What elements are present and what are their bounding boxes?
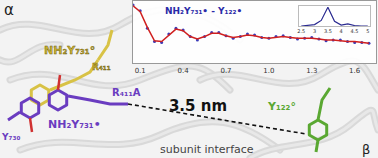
svg-text:NH₂Y₇₃₁•: NH₂Y₇₃₁• (48, 118, 101, 131)
svg-text:5: 5 (366, 28, 369, 34)
svg-text:0.1: 0.1 (135, 67, 146, 75)
svg-text:NH₂Y₇₃₁°: NH₂Y₇₃₁° (44, 44, 95, 57)
svg-text:α: α (4, 1, 14, 19)
svg-text:1.3: 1.3 (306, 67, 317, 75)
svg-text:Y₇₃₀: Y₇₃₀ (1, 132, 20, 142)
svg-text:R₄₁₁A: R₄₁₁A (112, 87, 141, 98)
svg-text:3: 3 (313, 28, 316, 34)
svg-text:3.5 nm: 3.5 nm (169, 97, 227, 115)
svg-text:R₄₁₁: R₄₁₁ (92, 62, 111, 72)
svg-text:0.4: 0.4 (178, 67, 190, 75)
svg-text:β: β (362, 142, 370, 157)
svg-text:subunit interface: subunit interface (160, 143, 254, 156)
svg-text:1.6: 1.6 (349, 67, 361, 75)
svg-text:Y₁₂₂°: Y₁₂₂° (267, 100, 296, 113)
svg-text:2.5: 2.5 (297, 28, 305, 34)
svg-text:1.0: 1.0 (263, 67, 274, 75)
svg-text:3.5: 3.5 (324, 28, 332, 34)
svg-text:NH₂Y₇₃₁• - Y₁₂₂•: NH₂Y₇₃₁• - Y₁₂₂• (165, 6, 242, 16)
svg-text:4.5: 4.5 (351, 28, 359, 34)
svg-text:0.7: 0.7 (220, 67, 231, 75)
svg-text:4: 4 (340, 28, 343, 34)
